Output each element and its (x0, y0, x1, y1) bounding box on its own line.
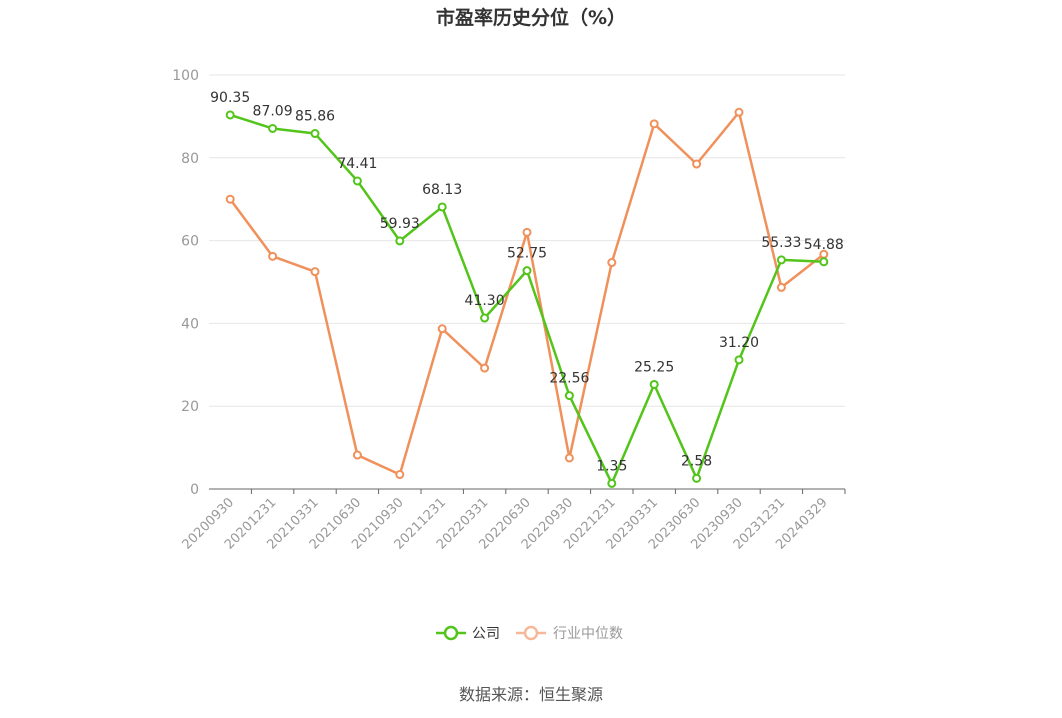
data-point[interactable] (310, 267, 320, 277)
data-label: 31.20 (719, 335, 759, 351)
data-label: 74.41 (337, 156, 377, 172)
data-label: 85.86 (295, 109, 335, 125)
data-label: 41.30 (465, 293, 505, 309)
data-label: 52.75 (507, 246, 547, 262)
data-point[interactable] (352, 176, 362, 186)
data-label: 22.56 (549, 371, 589, 387)
data-point[interactable] (225, 110, 235, 120)
legend-marker-industry (523, 625, 539, 641)
series (225, 107, 829, 488)
data-point[interactable] (734, 107, 744, 117)
data-point[interactable] (776, 282, 786, 292)
data-point[interactable] (649, 119, 659, 129)
data-point[interactable] (607, 258, 617, 268)
data-point[interactable] (734, 355, 744, 365)
data-point[interactable] (395, 470, 405, 480)
data-label: 59.93 (380, 216, 420, 232)
legend: 公司 行业中位数 (436, 625, 623, 642)
grid (209, 74, 845, 407)
series-line (229, 113, 824, 485)
data-label: 55.33 (761, 235, 801, 251)
y-tick-label: 100 (172, 68, 199, 84)
legend-label-company: 公司 (472, 626, 500, 642)
y-tick-label: 0 (190, 482, 199, 498)
y-tick-label: 40 (181, 316, 199, 332)
data-point[interactable] (437, 202, 447, 212)
data-point[interactable] (607, 478, 617, 488)
data-label: 25.25 (634, 359, 674, 375)
data-point[interactable] (310, 129, 320, 139)
source-note: 数据来源：恒生聚源 (459, 685, 603, 704)
data-point[interactable] (564, 391, 574, 401)
data-point[interactable] (437, 324, 447, 334)
data-label: 90.35 (210, 90, 250, 106)
data-label: 87.09 (253, 103, 293, 119)
axes: 0204060801002020093020201231202103312021… (172, 68, 846, 553)
data-label: 68.13 (422, 182, 462, 198)
data-point[interactable] (522, 227, 532, 237)
legend-item-industry[interactable]: 行业中位数 (516, 625, 623, 642)
data-point[interactable] (225, 194, 235, 204)
y-tick-label: 80 (181, 151, 199, 167)
y-tick-label: 60 (181, 234, 199, 250)
data-point[interactable] (819, 257, 829, 267)
data-point[interactable] (268, 123, 278, 133)
legend-item-company[interactable]: 公司 (436, 625, 500, 642)
data-point[interactable] (480, 313, 490, 323)
series-line (229, 111, 825, 476)
data-point[interactable] (480, 363, 490, 373)
y-tick-label: 20 (181, 399, 199, 415)
data-point[interactable] (564, 453, 574, 463)
data-point[interactable] (776, 255, 786, 265)
chart-title: 市盈率历史分位（%） (436, 6, 626, 29)
data-point[interactable] (649, 379, 659, 389)
data-label: 2.58 (681, 453, 712, 469)
data-point[interactable] (352, 450, 362, 460)
legend-label-industry: 行业中位数 (553, 626, 623, 642)
legend-marker-company (443, 625, 459, 641)
data-label: 1.35 (596, 458, 627, 474)
data-point[interactable] (692, 159, 702, 169)
data-label: 54.88 (804, 237, 844, 253)
data-point[interactable] (692, 473, 702, 483)
data-point[interactable] (268, 251, 278, 261)
data-point[interactable] (522, 266, 532, 276)
data-point[interactable] (395, 236, 405, 246)
